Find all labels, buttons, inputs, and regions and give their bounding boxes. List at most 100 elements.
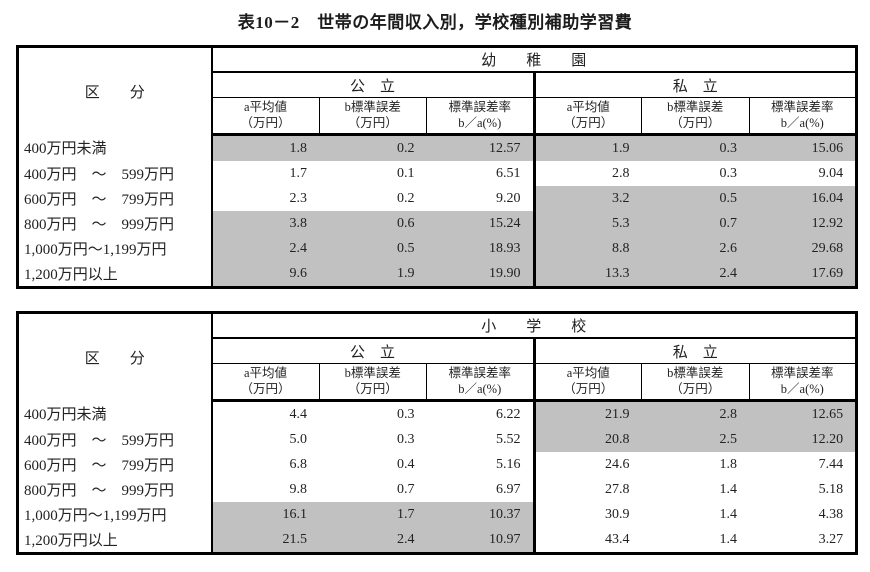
row-label: 600万円 ～ 799万円	[17, 186, 213, 211]
private-rate-value-cell: 15.06	[749, 134, 857, 161]
column-header-line1: 標準誤差率	[771, 99, 834, 114]
public-se-value-cell: 0.4	[397, 456, 415, 472]
public-se-value-cell: 0.5	[319, 236, 427, 261]
income-row: 600万円 ～ 799万円 2.3 0.2 9.20 3.2 0.5 16.04	[17, 186, 857, 211]
private-mean-value-cell: 27.8	[605, 481, 630, 497]
private-rate-value-cell: 7.44	[818, 456, 844, 472]
income-row: 400万円 ～ 599万円 1.7 0.1 6.51 2.8 0.3 9.04	[17, 161, 857, 186]
category-header: 区 分	[17, 312, 213, 401]
public-mean-value-cell: 3.8	[211, 211, 319, 236]
school-type-header: 幼 稚 園	[211, 46, 857, 73]
column-header-line2: b／a(%)	[780, 115, 824, 130]
private-se-value-cell: 2.8	[641, 400, 749, 427]
school-type-header: 小 学 校	[211, 312, 857, 339]
private-se-value-cell: 1.4	[719, 531, 738, 547]
row-label: 800万円 ～ 999万円	[17, 211, 213, 236]
private-rate-value-cell: 17.69	[749, 261, 857, 288]
sector-row: 公 立私 立	[18, 72, 857, 98]
column-header-line1: b標準誤差	[344, 365, 401, 380]
public-rate-value-cell: 15.24	[426, 211, 536, 236]
private-se-value-cell: 1.4	[719, 506, 738, 522]
public-se-value-cell: 0.2	[397, 190, 415, 206]
column-header-line1: a平均値	[243, 365, 288, 380]
column-header-line1: a平均値	[566, 365, 610, 380]
public-mean-value-cell: 16.1	[211, 502, 319, 527]
public-mean-value-cell: 4.4	[289, 406, 308, 422]
private-mean-value-cell: 24.6	[605, 456, 630, 472]
private-rate-value-cell: 3.27	[818, 531, 844, 547]
private-rate-value-cell: 9.04	[818, 165, 844, 181]
row-label: 400万円 ～ 599万円	[17, 161, 213, 186]
private-sector-header: 私 立	[534, 72, 857, 98]
column-header-line2: （万円）	[240, 115, 291, 130]
table-elementary-school: 区 分小 学 校公 立私 立 a平均値 （万円） b標準誤差 （万円） 標準誤差率 b／a(…	[16, 311, 859, 555]
private-mean-value-cell: 2.8	[612, 165, 630, 181]
school-type-row: 区 分幼 稚 園	[17, 46, 857, 135]
public-mean-value-cell: 2.3	[289, 190, 308, 206]
public-se-column-header: b標準誤差 （万円）	[318, 97, 427, 136]
private-mean-value-cell: 1.9	[534, 134, 642, 161]
private-se-value-cell: 0.3	[641, 134, 749, 161]
column-header-line1: 標準誤差率	[771, 365, 834, 380]
column-header-line2: （万円）	[240, 381, 291, 396]
private-mean-value-cell: 43.4	[605, 531, 630, 547]
income-row: 1,000万円～1,199万円 16.1 1.7 10.37 30.9 1.4 4.38	[17, 502, 857, 527]
public-se-value-cell: 0.1	[397, 165, 415, 181]
row-label: 1,200万円以上	[17, 527, 213, 554]
column-header-line2: （万円）	[563, 381, 614, 396]
column-header-line1: 標準誤差率	[448, 365, 511, 380]
private-se-column-header: b標準誤差 （万円）	[641, 363, 749, 402]
school-type-row: 区 分小 学 校	[17, 312, 857, 401]
income-row: 800万円 ～ 999万円 9.8 0.7 6.97 27.8 1.4 5.18	[17, 477, 857, 502]
column-header-line2: b／a(%)	[458, 115, 502, 130]
table-kindergarten: 区 分幼 稚 園公 立私 立 a平均値 （万円） b標準誤差 （万円） 標準誤差率 b／a(…	[16, 45, 859, 289]
private-se-column-header: b標準誤差 （万円）	[641, 97, 749, 136]
private-se-value-cell: 1.4	[719, 481, 738, 497]
public-rate-value-cell: 6.97	[426, 477, 536, 502]
private-rate-value-cell: 12.92	[749, 211, 857, 236]
column-header-line2: （万円）	[563, 115, 614, 130]
public-rate-value-cell: 18.93	[426, 236, 536, 261]
public-se-value-cell: 0.3	[397, 431, 415, 447]
income-row: 600万円 ～ 799万円 6.8 0.4 5.16 24.6 1.8 7.44	[17, 452, 857, 477]
private-mean-value-cell: 20.8	[534, 427, 642, 452]
income-row: 1,200万円以上 9.6 1.9 19.90 13.3 2.4 17.69	[17, 261, 857, 288]
column-header-line1: b標準誤差	[667, 99, 724, 114]
private-rate-value-cell: 5.18	[818, 481, 844, 497]
private-rate-column-header: 標準誤差率 b／a(%)	[748, 97, 857, 136]
private-se-value-cell: 2.5	[641, 427, 749, 452]
private-mean-value-cell: 21.9	[534, 400, 642, 427]
category-header: 区 分	[17, 46, 213, 135]
private-se-value-cell: 2.4	[641, 261, 749, 288]
page-title: 表10－2 世帯の年間収入別，学校種別補助学習費	[237, 13, 633, 32]
column-header-line2: （万円）	[347, 115, 398, 130]
column-header-line2: b／a(%)	[780, 381, 824, 396]
row-label: 1,000万円～1,199万円	[17, 236, 213, 261]
public-sector-header: 公 立	[211, 72, 536, 98]
private-mean-column-header: a平均値 （万円）	[533, 363, 642, 402]
row-label: 400万円未満	[17, 134, 213, 161]
private-rate-value-cell: 12.65	[749, 400, 857, 427]
public-se-value-cell: 1.7	[319, 502, 427, 527]
public-rate-value-cell: 9.20	[426, 186, 536, 211]
column-header-line1: b標準誤差	[667, 365, 724, 380]
private-mean-column-header: a平均値 （万円）	[533, 97, 642, 136]
row-label: 600万円 ～ 799万円	[17, 452, 213, 477]
column-header-line1: a平均値	[243, 99, 288, 114]
public-se-value-cell: 0.2	[319, 134, 427, 161]
private-mean-value-cell: 13.3	[534, 261, 642, 288]
public-mean-value-cell: 9.6	[211, 261, 319, 288]
column-header-line2: （万円）	[670, 381, 721, 396]
public-se-value-cell: 0.7	[397, 481, 415, 497]
public-se-value-cell: 0.6	[319, 211, 427, 236]
row-label: 1,200万円以上	[17, 261, 213, 288]
sector-row: 公 立私 立	[18, 338, 857, 364]
public-rate-column-header: 標準誤差率 b／a(%)	[426, 97, 536, 136]
public-mean-value-cell: 1.7	[289, 165, 308, 181]
public-se-value-cell: 2.4	[319, 527, 427, 554]
public-rate-column-header: 標準誤差率 b／a(%)	[426, 363, 536, 402]
public-rate-value-cell: 6.51	[426, 161, 536, 186]
row-label: 400万円 ～ 599万円	[17, 427, 213, 452]
column-header-line2: （万円）	[347, 381, 398, 396]
private-mean-value-cell: 8.8	[534, 236, 642, 261]
